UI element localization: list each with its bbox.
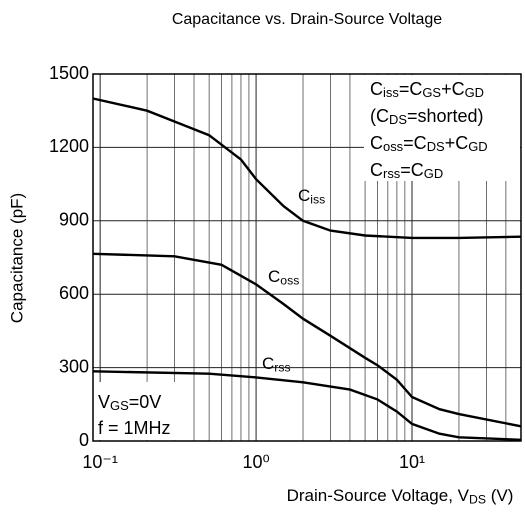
series-label: Crss <box>262 354 291 374</box>
text-segment: C <box>262 354 274 373</box>
text-segment: C <box>268 267 280 286</box>
text-segment: C <box>298 186 310 205</box>
x-axis-label: Drain-Source Voltage, VDS (V) <box>287 486 514 506</box>
subscript: DS <box>389 112 407 127</box>
annotation: Coss=CDS+CGD <box>370 133 488 155</box>
x-tick-label: 10⁻¹ <box>82 452 118 472</box>
subscript: GD <box>465 85 484 100</box>
annotation: (CDS=shorted) <box>370 106 484 128</box>
annotation-box <box>94 382 190 440</box>
subscript: rss <box>383 166 401 181</box>
text-segment: (C <box>370 106 389 126</box>
annotation: VGS=0V <box>98 392 161 414</box>
plot-frame <box>92 73 522 442</box>
text-segment: =C <box>400 160 424 180</box>
text-segment: Drain-Source Voltage, V <box>287 486 470 505</box>
subscript: oss <box>280 274 299 288</box>
subscript: GD <box>424 166 443 181</box>
y-tick-label: 900 <box>59 210 89 230</box>
chart-title: Capacitance vs. Drain-Source Voltage <box>172 11 442 28</box>
line-series <box>92 252 522 428</box>
text-segment: C <box>370 160 383 180</box>
text-segment: =C <box>399 79 423 99</box>
x-tick-label: 10⁰ <box>242 452 269 472</box>
text-segment: +C <box>445 133 469 153</box>
text-segment: =C <box>403 133 427 153</box>
x-tick-label: 10¹ <box>399 452 425 472</box>
text-segment: C <box>370 133 383 153</box>
y-tick-label: 1500 <box>49 63 89 83</box>
y-tick-label: 600 <box>59 283 89 303</box>
text-segment: C <box>370 79 383 99</box>
line-series <box>92 370 522 441</box>
text-segment: +C <box>441 79 465 99</box>
y-tick-label: 1200 <box>49 136 89 156</box>
subscript: GD <box>468 139 487 154</box>
line-series <box>92 97 522 240</box>
subscript: rss <box>274 361 290 375</box>
text-segment: =0V <box>129 392 162 412</box>
annotation: Ciss=CGS+CGD <box>370 79 484 101</box>
text-segment: V <box>98 392 110 412</box>
text-segment: (V) <box>486 486 513 505</box>
subscript: DS <box>427 139 445 154</box>
subscript: iss <box>383 85 399 100</box>
series-label: Coss <box>268 267 299 287</box>
y-tick-label: 0 <box>79 430 89 450</box>
subscript: GS <box>422 85 441 100</box>
series-label: Ciss <box>298 186 325 206</box>
text-segment: f = 1MHz <box>98 418 171 438</box>
y-tick-label: 300 <box>59 356 89 376</box>
annotation: f = 1MHz <box>98 418 171 438</box>
y-axis-label: Capacitance (pF) <box>7 193 26 323</box>
subscript: oss <box>383 139 404 154</box>
subscript: GS <box>110 398 129 413</box>
annotation: Crss=CGD <box>370 160 443 182</box>
annotation-box <box>364 75 520 181</box>
subscript: iss <box>310 193 325 207</box>
text-segment: =shorted) <box>407 106 484 126</box>
subscript: DS <box>469 493 486 507</box>
